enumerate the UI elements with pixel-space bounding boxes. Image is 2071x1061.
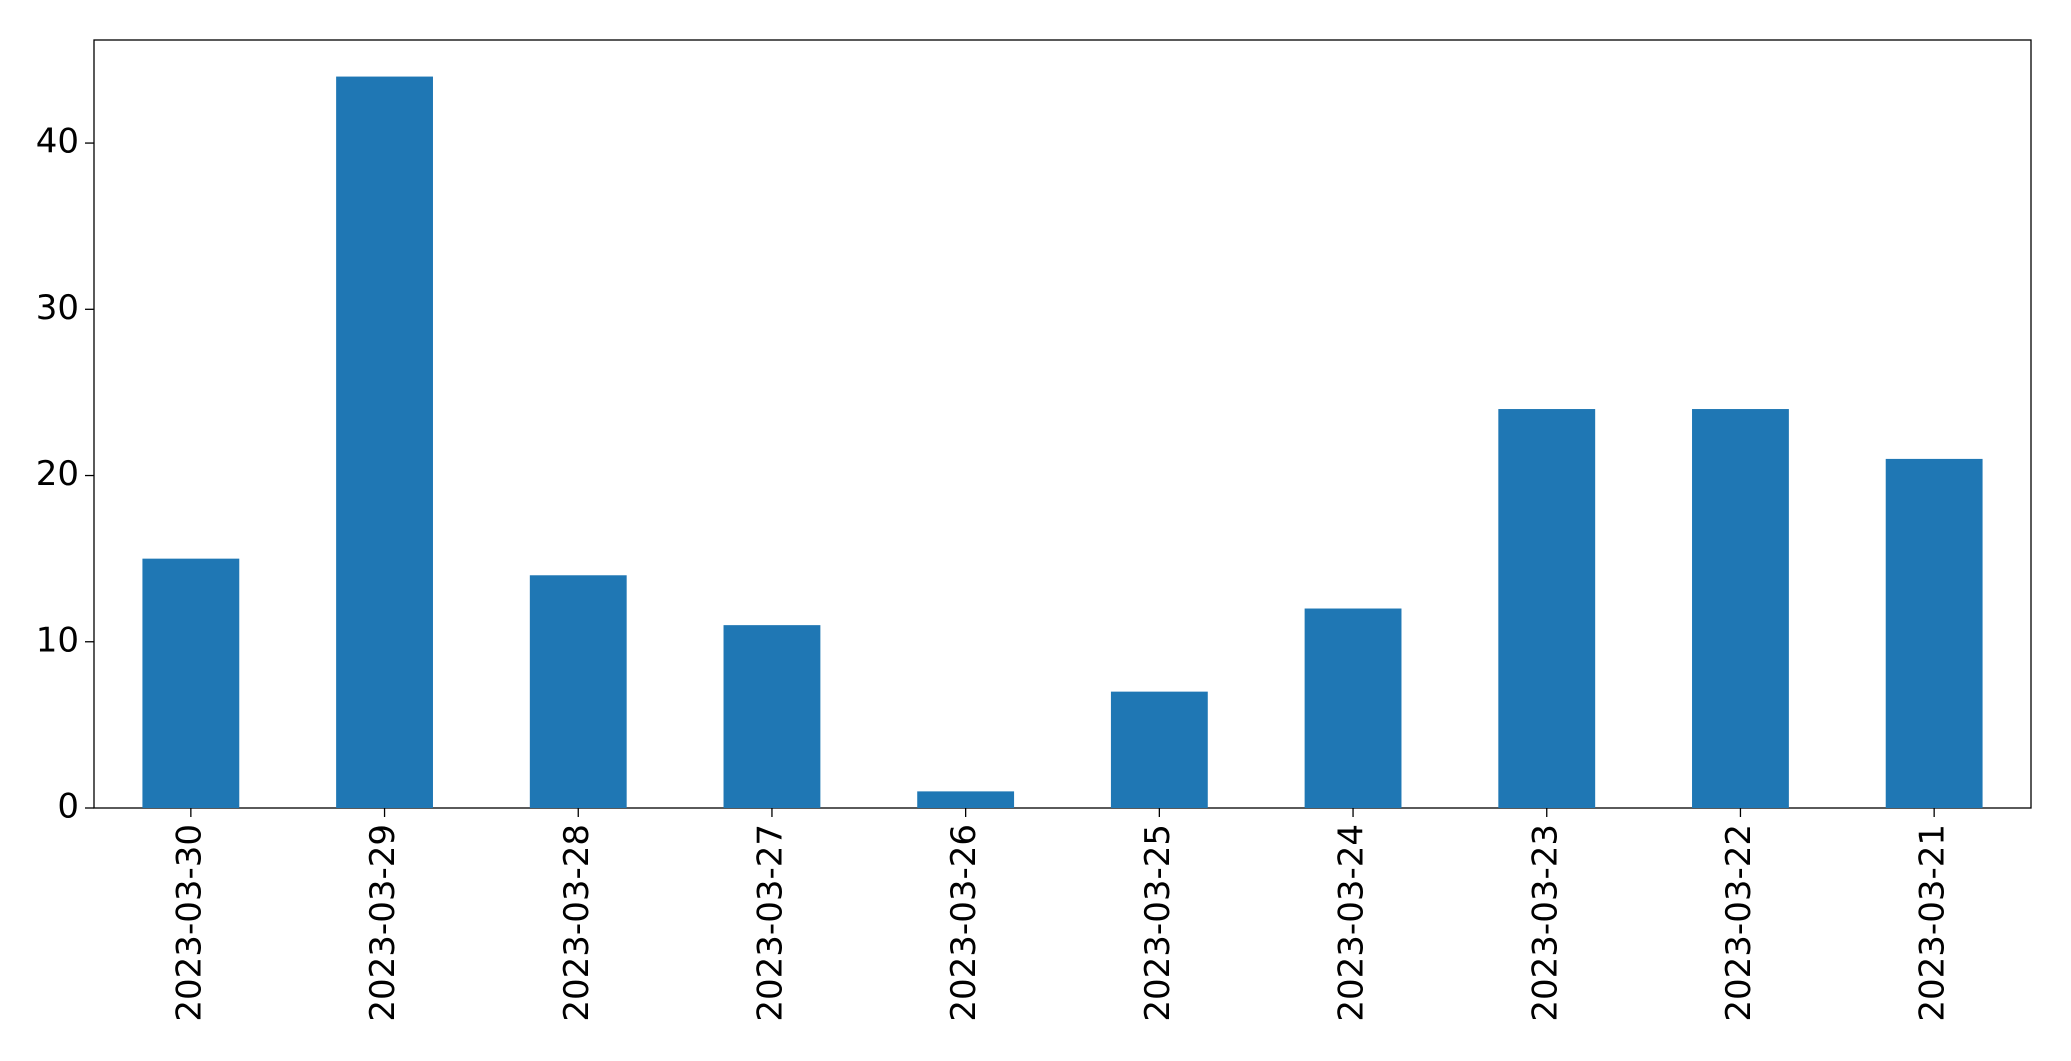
x-tick-label: 2023-03-25 — [1138, 824, 1178, 1022]
bar — [723, 625, 821, 808]
bar — [1885, 458, 1983, 808]
bar — [917, 791, 1015, 808]
x-tick-label: 2023-03-29 — [363, 824, 403, 1022]
bar — [1692, 409, 1789, 808]
bar — [1110, 691, 1208, 808]
x-tick-label: 2023-03-28 — [557, 824, 597, 1022]
x-tick-label: 2023-03-22 — [1719, 824, 1759, 1022]
bar — [336, 76, 433, 809]
plot-frame — [93, 39, 2032, 809]
y-tick-label: 0 — [57, 787, 79, 827]
y-tick-label: 20 — [36, 454, 79, 494]
x-tick-label: 2023-03-26 — [944, 824, 984, 1022]
x-tick-label: 2023-03-23 — [1525, 824, 1565, 1022]
bar — [1304, 608, 1402, 808]
y-tick-label: 10 — [36, 620, 79, 660]
y-tick-label: 40 — [36, 122, 79, 162]
x-tick-label: 2023-03-27 — [750, 824, 790, 1022]
y-tick-label: 30 — [36, 288, 79, 328]
bar — [529, 575, 627, 808]
x-tick-label: 2023-03-30 — [169, 824, 209, 1022]
x-tick-label: 2023-03-24 — [1332, 824, 1372, 1022]
x-tick-label: 2023-03-21 — [1913, 824, 1953, 1022]
bar — [142, 558, 240, 808]
bar — [1498, 409, 1596, 808]
